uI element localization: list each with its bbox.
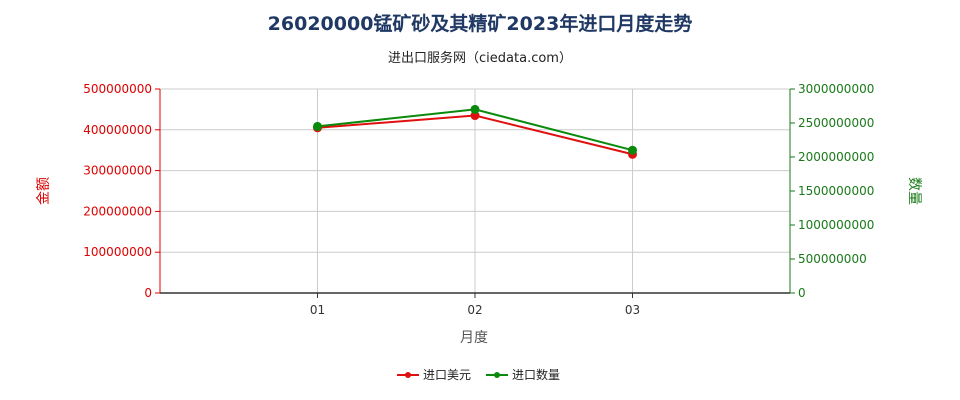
chart-subtitle: 进出口服务网（ciedata.com） bbox=[388, 50, 572, 66]
y-tick-label-right: 1000000000 bbox=[798, 218, 874, 232]
chart-title: 26020000锰矿砂及其精矿2023年进口月度走势 bbox=[268, 12, 693, 35]
y-tick-label-left: 100000000 bbox=[83, 245, 152, 259]
legend: 进口美元 进口数量 bbox=[397, 367, 560, 382]
y-axis-label-left: 金额 bbox=[36, 177, 52, 205]
x-tick-label: 03 bbox=[625, 303, 640, 317]
legend-label-2: 进口数量 bbox=[512, 367, 560, 382]
y-tick-label-left: 500000000 bbox=[83, 82, 152, 96]
y-tick-label-right: 2500000000 bbox=[798, 116, 874, 130]
ticks: 0 100000000 200000000 300000000 400000000 500… bbox=[83, 82, 874, 317]
y-tick-label-left: 300000000 bbox=[83, 164, 152, 178]
x-tick-label: 02 bbox=[467, 303, 482, 317]
legend-marker-2 bbox=[494, 372, 500, 378]
y-tick-label-right: 2000000000 bbox=[798, 150, 874, 164]
series-point-2 bbox=[313, 121, 322, 131]
y-tick-label-right: 3000000000 bbox=[798, 82, 874, 96]
y-tick-label-right: 0 bbox=[798, 286, 806, 300]
y-tick-label-right: 1500000000 bbox=[798, 184, 874, 198]
series-group bbox=[313, 104, 637, 159]
y-tick-label-left: 400000000 bbox=[83, 123, 152, 137]
series-point-2 bbox=[470, 104, 480, 114]
x-tick-label: 01 bbox=[310, 303, 325, 317]
x-axis-label: 月度 bbox=[460, 330, 488, 346]
legend-marker-1 bbox=[405, 372, 411, 378]
y-tick-label-right: 500000000 bbox=[798, 252, 867, 266]
y-tick-label-left: 0 bbox=[144, 286, 152, 300]
series-point-2 bbox=[628, 145, 637, 155]
legend-label-1: 进口美元 bbox=[423, 368, 471, 382]
y-axis-label-right: 数量 bbox=[906, 177, 922, 205]
y-tick-label-left: 200000000 bbox=[83, 204, 152, 218]
